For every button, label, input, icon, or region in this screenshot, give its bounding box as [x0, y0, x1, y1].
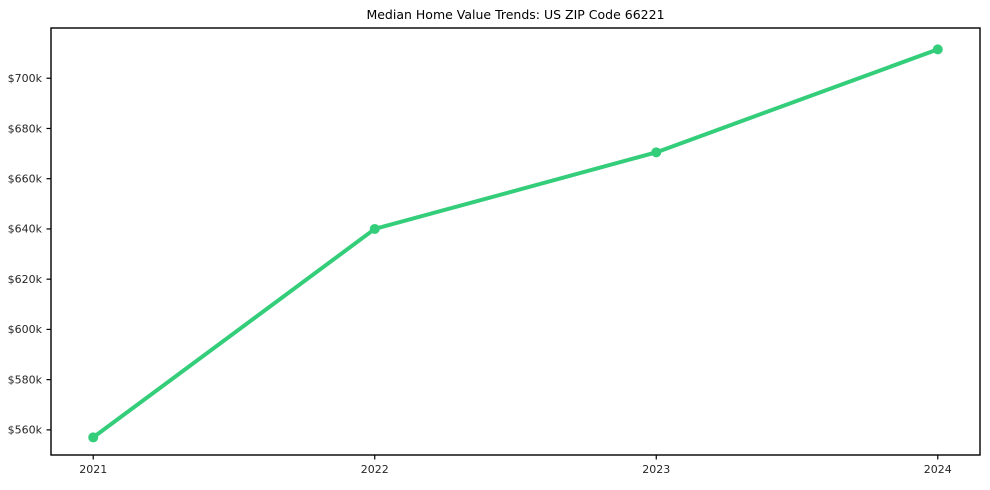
data-point-marker [88, 432, 99, 443]
x-axis-tick-label: 2021 [79, 463, 107, 476]
y-axis-tick-label: $620k [8, 273, 43, 286]
y-axis-tick-label: $580k [8, 373, 43, 386]
x-axis-tick-label: 2022 [361, 463, 389, 476]
y-axis-tick-label: $640k [8, 223, 43, 236]
x-axis-tick-label: 2023 [642, 463, 670, 476]
y-axis-tick-label: $600k [8, 323, 43, 336]
data-point-marker [369, 223, 380, 234]
y-axis-tick-label: $560k [8, 424, 43, 437]
plot-frame [50, 27, 981, 456]
trend-line [91, 47, 940, 440]
data-point-marker [651, 147, 662, 158]
y-axis-tick-label: $700k [8, 72, 43, 85]
x-axis-tick-label: 2024 [924, 463, 952, 476]
y-axis-tick-label: $680k [8, 122, 43, 135]
data-point-marker [932, 44, 943, 55]
y-axis-tick-label: $660k [8, 173, 43, 186]
chart-title: Median Home Value Trends: US ZIP Code 66… [366, 7, 665, 22]
